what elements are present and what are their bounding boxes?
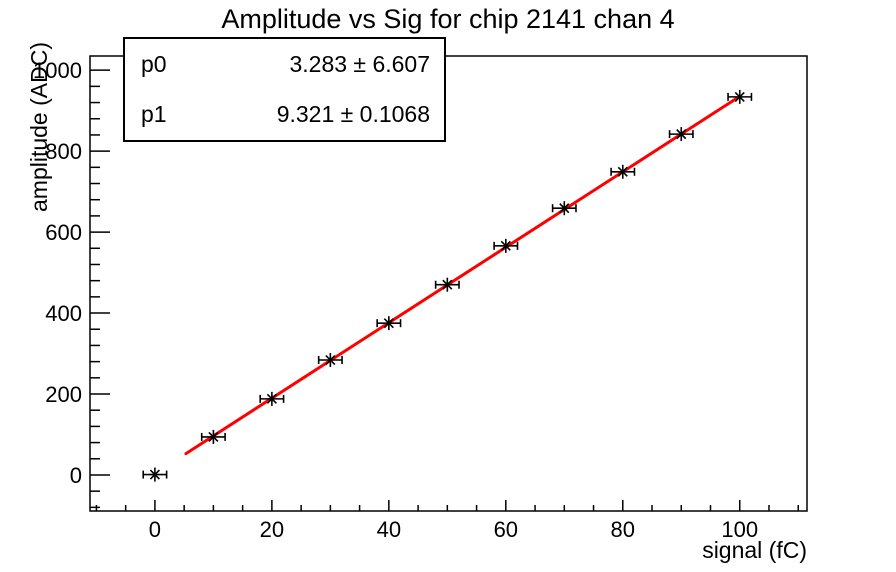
marker-stroke	[500, 240, 511, 251]
stats-param-value: 9.321 ± 0.1068	[276, 101, 430, 128]
data-point	[259, 391, 285, 406]
marker-stroke	[208, 431, 219, 442]
marker-stroke	[734, 91, 745, 102]
x-tick-label: 80	[611, 517, 635, 542]
marker-stroke	[617, 166, 628, 177]
y-tick-label: 800	[45, 139, 82, 164]
chart-title: Amplitude vs Sig for chip 2141 chan 4	[221, 4, 675, 34]
y-tick-label: 600	[45, 220, 82, 245]
marker-stroke	[442, 279, 453, 290]
x-tick-label: 60	[494, 517, 518, 542]
data-point	[434, 277, 460, 292]
data-point	[551, 201, 577, 216]
y-axis-title: amplitude (ADC)	[26, 42, 52, 212]
x-axis-title: signal (fC)	[702, 537, 807, 563]
marker-stroke	[266, 393, 277, 404]
data-point	[200, 429, 226, 444]
y-tick-label: 200	[45, 382, 82, 407]
marker-stroke	[149, 469, 160, 480]
stats-param-name: p0	[141, 50, 167, 77]
marker-stroke	[383, 318, 394, 329]
marker-stroke	[559, 203, 570, 214]
data-point	[727, 89, 753, 104]
fit-line	[184, 96, 739, 456]
stats-param-name: p1	[141, 101, 167, 128]
marker-stroke	[325, 354, 336, 366]
data-point	[493, 238, 519, 253]
y-tick-label: 0	[70, 463, 82, 488]
data-point	[610, 164, 636, 179]
marker-stroke	[676, 129, 687, 140]
stats-row-p0: p0 3.283 ± 6.607	[125, 50, 444, 77]
x-tick-label: 100	[721, 517, 758, 542]
x-tick-label: 20	[260, 517, 284, 542]
stats-row-p1: p1 9.321 ± 0.1068	[125, 103, 444, 126]
data-point	[142, 467, 168, 482]
y-tick-label: 1000	[33, 58, 82, 83]
stats-param-value: 3.283 ± 6.607	[289, 50, 430, 77]
data-point	[668, 127, 694, 142]
x-tick-label: 0	[149, 517, 161, 542]
x-tick-label: 40	[377, 517, 401, 542]
y-tick-label: 400	[45, 301, 82, 326]
data-point	[376, 316, 402, 331]
fit-stats-box: p0 3.283 ± 6.607 p1 9.321 ± 0.1068	[123, 37, 446, 142]
data-point	[317, 353, 343, 368]
